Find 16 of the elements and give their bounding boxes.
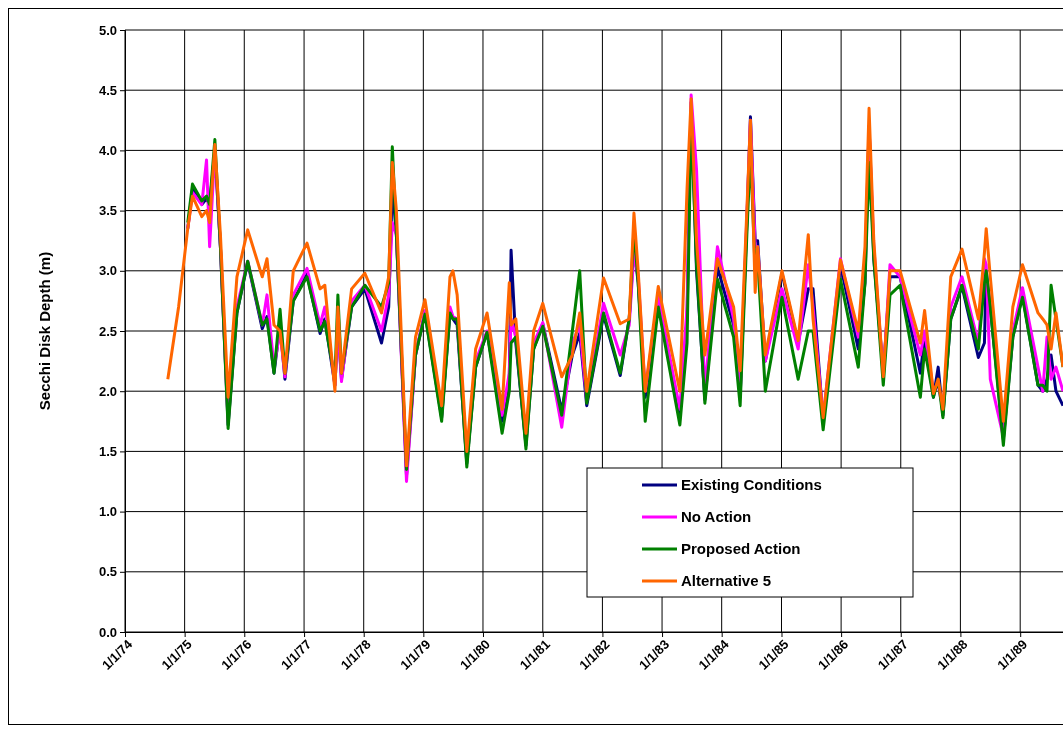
legend-label: No Action — [681, 508, 752, 525]
y-tick-label: 4.0 — [98, 143, 117, 159]
legend-label: Existing Conditions — [681, 476, 822, 493]
y-tick-label: 2.0 — [98, 383, 117, 399]
legend-label: Alternative 5 — [681, 572, 772, 589]
y-axis-title: Secchi Disk Depth (m) — [36, 251, 53, 411]
legend-label: Proposed Action — [681, 540, 801, 557]
y-tick-label: 3.0 — [98, 263, 117, 279]
y-tick-label: 5.0 — [98, 22, 117, 38]
y-tick-label: 2.5 — [98, 323, 117, 339]
y-tick-label: 0.5 — [98, 564, 117, 580]
y-tick-label: 0.0 — [98, 624, 117, 640]
y-tick-label: 1.5 — [98, 444, 117, 460]
y-tick-label: 4.5 — [98, 82, 117, 98]
y-tick-label: 3.5 — [98, 203, 117, 219]
y-tick-label: 1.0 — [98, 504, 117, 520]
